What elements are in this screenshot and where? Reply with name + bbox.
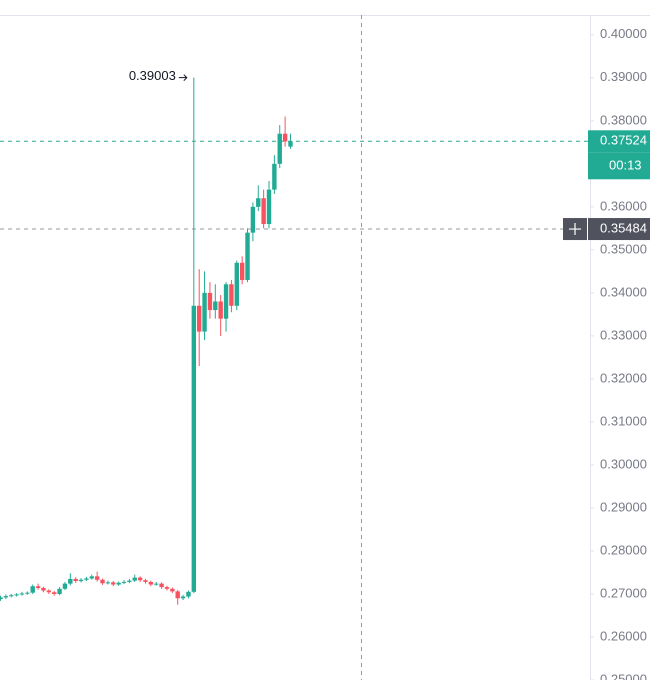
candle-body bbox=[30, 586, 35, 593]
candle-body bbox=[0, 597, 3, 600]
candle-body bbox=[3, 596, 9, 598]
candle-body bbox=[94, 576, 100, 580]
candle-body bbox=[19, 593, 25, 595]
candle-body bbox=[57, 588, 62, 594]
candle-body bbox=[111, 582, 116, 585]
candle-body bbox=[256, 198, 261, 207]
candle-body bbox=[9, 595, 14, 597]
candle-body bbox=[154, 583, 159, 585]
candle-body bbox=[116, 582, 121, 585]
candle-body bbox=[100, 579, 105, 584]
candle-body bbox=[250, 206, 256, 233]
y-tick-label: 0.39000 bbox=[600, 69, 647, 84]
candle-body bbox=[234, 262, 239, 306]
candle-body bbox=[261, 198, 266, 225]
candle-body bbox=[14, 594, 19, 596]
candle-body bbox=[229, 284, 234, 306]
candle-body bbox=[127, 580, 132, 582]
candle-body bbox=[164, 587, 170, 589]
candle-body bbox=[132, 577, 137, 581]
y-tick-label: 0.36000 bbox=[600, 198, 647, 213]
y-tick-label: 0.32000 bbox=[600, 370, 647, 385]
high-annotation-arrow bbox=[178, 74, 188, 82]
y-tick-label: 0.28000 bbox=[600, 542, 647, 557]
high-annotation: 0.39003 bbox=[129, 68, 176, 83]
y-tick-label: 0.29000 bbox=[600, 499, 647, 514]
candle-body bbox=[52, 592, 57, 594]
crosshair-price-box bbox=[588, 218, 650, 241]
y-tick-label: 0.33000 bbox=[600, 327, 647, 342]
y-tick-label: 0.26000 bbox=[600, 628, 647, 643]
crosshair-plus-icon bbox=[569, 223, 581, 236]
candle-body bbox=[35, 586, 41, 588]
candle-body bbox=[62, 583, 68, 589]
candle-body bbox=[105, 582, 111, 584]
candle-body bbox=[68, 578, 73, 584]
crosshair-price-label: 0.35484 bbox=[600, 220, 647, 235]
y-tick-label: 0.27000 bbox=[600, 585, 647, 600]
candle-body bbox=[148, 581, 154, 585]
candle-body bbox=[239, 262, 245, 280]
candle-body bbox=[191, 305, 197, 592]
candle-body bbox=[78, 579, 84, 582]
candle-body bbox=[84, 578, 89, 580]
last-price-label: 0.37524 bbox=[600, 133, 647, 148]
candle-body bbox=[25, 592, 30, 594]
y-tick-label: 0.40000 bbox=[600, 26, 647, 41]
candle-body bbox=[46, 590, 52, 593]
candle-body bbox=[89, 576, 94, 579]
candle-body bbox=[282, 133, 288, 142]
candle-body bbox=[245, 232, 250, 280]
y-tick-label: 0.25000 bbox=[600, 671, 647, 680]
candle-body bbox=[202, 292, 207, 332]
y-tick-label: 0.35000 bbox=[600, 241, 647, 256]
candle-body bbox=[272, 163, 277, 190]
candle-body bbox=[266, 189, 272, 225]
y-tick-label: 0.38000 bbox=[600, 112, 647, 127]
candle-body bbox=[213, 301, 218, 311]
last-price-box bbox=[588, 130, 650, 153]
candle-body bbox=[186, 591, 191, 597]
candle-body bbox=[73, 578, 78, 582]
candle-body bbox=[41, 587, 46, 591]
candle-body bbox=[196, 305, 202, 332]
candle-body bbox=[175, 591, 180, 599]
countdown-box bbox=[588, 152, 650, 180]
candle-body bbox=[218, 301, 223, 319]
y-tick-label: 0.30000 bbox=[600, 456, 647, 471]
countdown-label: 00:13 bbox=[609, 158, 642, 173]
candle-body bbox=[143, 580, 148, 582]
candle-body bbox=[159, 583, 164, 588]
candle-body bbox=[170, 588, 175, 592]
candle-body bbox=[207, 292, 213, 311]
y-tick-label: 0.34000 bbox=[600, 284, 647, 299]
candle-body bbox=[223, 284, 229, 319]
candle-body bbox=[288, 141, 293, 147]
candle-body bbox=[180, 596, 186, 599]
candle-body bbox=[121, 581, 127, 583]
candle-body bbox=[137, 577, 143, 581]
y-tick-label: 0.31000 bbox=[600, 413, 647, 428]
candle-body bbox=[277, 133, 282, 164]
